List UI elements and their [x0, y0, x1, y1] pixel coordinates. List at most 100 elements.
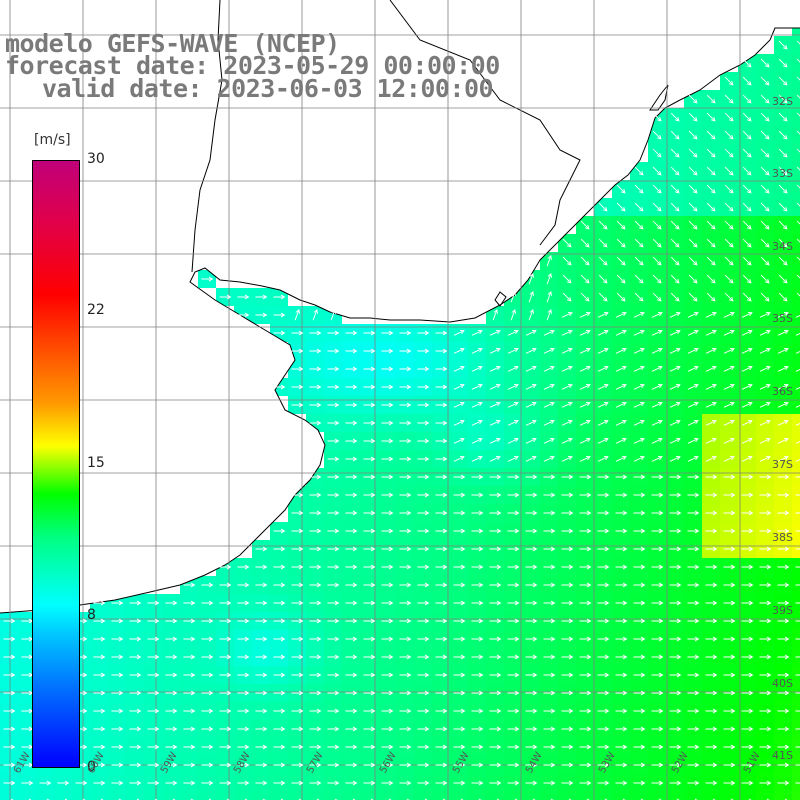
- wind-vector-arrow: [687, 708, 700, 714]
- wind-vector-arrow: [579, 780, 592, 786]
- wind-vector-arrow: [291, 546, 304, 552]
- wind-vector-arrow: [453, 437, 465, 444]
- wind-vector-arrow: [219, 654, 232, 660]
- wind-vector-arrow: [453, 636, 466, 642]
- wind-vector-arrow: [741, 564, 754, 570]
- wind-vector-arrow: [273, 780, 286, 786]
- wind-vector-arrow: [705, 401, 717, 408]
- wind-vector-arrow: [345, 366, 358, 372]
- wind-vector-arrow: [742, 94, 752, 104]
- wind-vector-arrow: [669, 329, 681, 336]
- wind-vector-arrow: [471, 419, 483, 426]
- wind-vector-arrow: [3, 618, 16, 624]
- wind-vector-arrow: [129, 762, 142, 768]
- wind-vector-arrow: [705, 437, 717, 444]
- wind-vector-arrow: [291, 672, 304, 678]
- wind-vector-arrow: [561, 672, 574, 678]
- map-title: modelo GEFS-WAVE (NCEP): [5, 29, 340, 58]
- wind-vector-arrow: [796, 166, 800, 171]
- wind-vector-arrow: [237, 654, 250, 660]
- wind-vector-arrow: [742, 112, 752, 122]
- wind-vector-arrow: [381, 582, 394, 588]
- wind-vector-arrow: [724, 202, 734, 212]
- wind-vector-arrow: [471, 474, 484, 480]
- wind-vector-arrow: [291, 654, 304, 660]
- wind-vector-arrow: [453, 365, 465, 372]
- wind-vector-arrow: [489, 437, 501, 444]
- wind-vector-arrow: [381, 402, 394, 408]
- wind-vector-arrow: [705, 492, 718, 498]
- wind-vector-arrow: [399, 582, 412, 588]
- wind-vector-arrow: [507, 492, 520, 498]
- wind-vector-arrow: [741, 546, 754, 552]
- wind-vector-arrow: [309, 528, 322, 534]
- colorbar-tick-label: 8: [87, 607, 96, 623]
- wind-vector-arrow: [759, 546, 772, 552]
- wind-vector-arrow: [724, 292, 734, 302]
- wind-vector-arrow: [741, 401, 753, 408]
- wind-vector-arrow: [724, 184, 734, 194]
- wind-vector-arrow: [273, 564, 286, 570]
- wind-vector-arrow: [795, 584, 800, 586]
- wind-vector-arrow: [615, 582, 628, 588]
- wind-vector-arrow: [597, 654, 610, 660]
- wind-vector-arrow: [561, 455, 573, 462]
- wind-vector-arrow: [489, 329, 501, 336]
- wind-vector-arrow: [327, 564, 340, 570]
- wind-vector-arrow: [669, 546, 682, 552]
- wind-vector-arrow: [561, 437, 573, 444]
- wind-vector-arrow: [255, 672, 268, 678]
- wind-vector-arrow: [651, 311, 663, 318]
- wind-vector-arrow: [183, 744, 196, 750]
- wind-vector-arrow: [507, 654, 520, 660]
- wind-vector-arrow: [795, 602, 800, 604]
- wind-vector-arrow: [273, 762, 286, 768]
- wind-vector-arrow: [778, 58, 788, 68]
- wind-vector-arrow: [255, 618, 268, 624]
- wind-vector-arrow: [652, 112, 662, 122]
- wind-vector-arrow: [525, 672, 538, 678]
- wind-vector-arrow: [453, 455, 465, 462]
- wind-vector-arrow: [381, 420, 394, 426]
- wind-vector-arrow: [363, 348, 376, 354]
- wind-vector-arrow: [417, 726, 430, 732]
- wind-vector-arrow: [669, 437, 681, 444]
- wind-vector-arrow: [615, 329, 627, 336]
- wind-vector-arrow: [309, 600, 322, 606]
- wind-vector-arrow: [399, 456, 412, 462]
- wind-vector-arrow: [453, 474, 466, 480]
- wind-vector-arrow: [742, 202, 752, 212]
- wind-vector-arrow: [705, 582, 718, 588]
- wind-vector-arrow: [777, 419, 789, 426]
- wind-vector-arrow: [742, 148, 752, 158]
- wind-vector-arrow: [93, 672, 106, 678]
- wind-vector-arrow: [796, 184, 800, 189]
- wind-vector-arrow: [309, 402, 322, 408]
- colorbar: [32, 160, 80, 768]
- wind-vector-arrow: [219, 690, 232, 696]
- wind-vector-arrow: [183, 726, 196, 732]
- wind-vector-arrow: [327, 384, 340, 390]
- wind-speed-cell: [468, 792, 486, 800]
- wind-vector-arrow: [543, 600, 556, 606]
- wind-vector-arrow: [597, 582, 610, 588]
- wind-vector-arrow: [669, 383, 681, 390]
- wind-vector-arrow: [706, 238, 716, 248]
- wind-vector-arrow: [435, 654, 448, 660]
- wind-vector-arrow: [237, 726, 250, 732]
- wind-vector-arrow: [525, 510, 538, 516]
- wind-vector-arrow: [651, 618, 664, 624]
- wind-vector-arrow: [759, 419, 771, 426]
- wind-vector-arrow: [597, 492, 610, 498]
- wind-vector-arrow: [147, 672, 160, 678]
- wind-vector-arrow: [670, 166, 680, 176]
- wind-vector-arrow: [796, 40, 800, 45]
- wind-vector-arrow: [165, 780, 178, 786]
- wind-vector-arrow: [688, 256, 698, 266]
- wind-speed-cell: [450, 792, 468, 800]
- wind-vector-arrow: [777, 510, 790, 516]
- wind-vector-arrow: [598, 292, 608, 302]
- wind-vector-arrow: [507, 455, 519, 462]
- wind-vector-arrow: [327, 672, 340, 678]
- wind-vector-arrow: [561, 762, 574, 768]
